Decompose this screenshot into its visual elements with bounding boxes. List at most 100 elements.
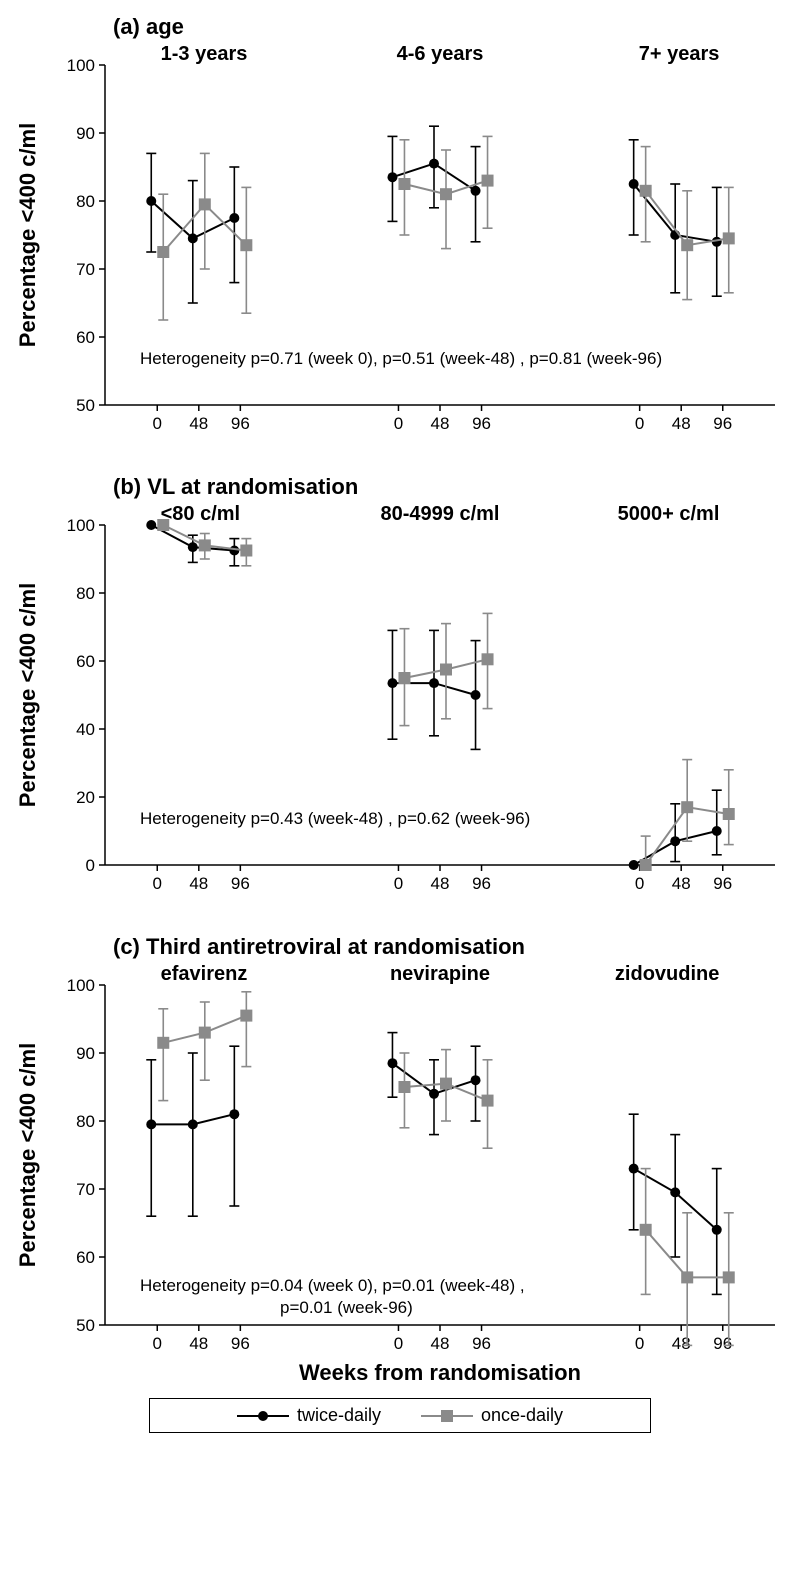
marker-circle	[188, 233, 198, 243]
marker-square	[398, 672, 410, 684]
y-tick-label: 100	[67, 976, 95, 995]
marker-square	[199, 1027, 211, 1039]
panel-title: (c) Third antiretroviral at randomisatio…	[113, 934, 525, 959]
y-tick-label: 60	[76, 1248, 95, 1267]
y-tick-label: 100	[67, 516, 95, 535]
heterogeneity-note: Heterogeneity p=0.71 (week 0), p=0.51 (w…	[140, 349, 662, 368]
marker-circle	[229, 1109, 239, 1119]
marker-circle	[188, 542, 198, 552]
x-tick-label: 0	[394, 1334, 403, 1353]
y-axis-label: Percentage <400 c/ml	[15, 583, 40, 807]
marker-circle	[429, 678, 439, 688]
marker-circle	[471, 690, 481, 700]
y-tick-label: 80	[76, 192, 95, 211]
marker-square	[440, 664, 452, 676]
subgroup-label: efavirenz	[161, 963, 248, 985]
marker-circle	[670, 1187, 680, 1197]
panel-wrapper-a: 5060708090100Percentage <400 c/ml0489604…	[10, 10, 790, 470]
marker-square	[199, 198, 211, 210]
subgroup-label: nevirapine	[390, 963, 490, 985]
marker-square	[440, 1078, 452, 1090]
marker-square	[640, 859, 652, 871]
legend: twice-daily once-daily	[149, 1398, 651, 1433]
legend-swatch-twice	[237, 1406, 289, 1426]
y-tick-label: 0	[86, 856, 95, 875]
x-tick-label: 48	[431, 874, 450, 893]
y-axis-label: Percentage <400 c/ml	[15, 1043, 40, 1267]
y-tick-label: 90	[76, 124, 95, 143]
legend-item-once-daily: once-daily	[421, 1405, 563, 1426]
x-tick-label: 96	[231, 874, 250, 893]
marker-square	[681, 801, 693, 813]
marker-circle	[146, 520, 156, 530]
x-tick-label: 48	[189, 414, 208, 433]
x-tick-label: 48	[672, 874, 691, 893]
x-tick-label: 48	[431, 1334, 450, 1353]
marker-square	[482, 175, 494, 187]
subgroup-label: 80-4999 c/ml	[381, 503, 500, 525]
panel-c: 5060708090100Percentage <400 c/ml0489604…	[10, 930, 790, 1390]
marker-circle	[471, 186, 481, 196]
marker-square	[157, 1037, 169, 1049]
x-tick-label: 48	[672, 414, 691, 433]
panel-wrapper-c: 5060708090100Percentage <400 c/ml0489604…	[10, 930, 790, 1390]
legend-label: twice-daily	[297, 1405, 381, 1426]
x-tick-label: 0	[635, 414, 644, 433]
marker-circle	[429, 1089, 439, 1099]
x-tick-label: 96	[713, 874, 732, 893]
subgroup-label: 7+ years	[639, 43, 720, 65]
subgroup-label: 4-6 years	[397, 43, 484, 65]
marker-circle	[229, 546, 239, 556]
y-tick-label: 60	[76, 652, 95, 671]
marker-square	[199, 539, 211, 551]
x-tick-label: 48	[189, 874, 208, 893]
marker-square	[681, 1271, 693, 1283]
x-axis-label: Weeks from randomisation	[299, 1360, 581, 1385]
marker-circle	[387, 678, 397, 688]
x-tick-label: 48	[189, 1334, 208, 1353]
y-tick-label: 50	[76, 1316, 95, 1335]
panel-wrapper-b: 020406080100Percentage <400 c/ml04896048…	[10, 470, 790, 930]
y-tick-label: 100	[67, 56, 95, 75]
marker-square	[681, 239, 693, 251]
marker-square	[640, 1224, 652, 1236]
marker-square	[723, 1271, 735, 1283]
panel-title: (b) VL at randomisation	[113, 474, 358, 499]
marker-circle	[629, 179, 639, 189]
y-tick-label: 50	[76, 396, 95, 415]
y-tick-label: 70	[76, 260, 95, 279]
marker-square	[398, 178, 410, 190]
marker-circle	[146, 196, 156, 206]
x-tick-label: 96	[231, 414, 250, 433]
marker-circle	[146, 1119, 156, 1129]
x-tick-label: 0	[153, 414, 162, 433]
marker-square	[482, 1095, 494, 1107]
heterogeneity-note-2: p=0.01 (week-96)	[280, 1298, 413, 1317]
x-tick-label: 96	[231, 1334, 250, 1353]
marker-circle	[387, 1058, 397, 1068]
x-tick-label: 0	[153, 1334, 162, 1353]
y-tick-label: 20	[76, 788, 95, 807]
marker-circle	[712, 826, 722, 836]
marker-circle	[229, 213, 239, 223]
marker-square	[440, 188, 452, 200]
x-tick-label: 96	[472, 414, 491, 433]
marker-circle	[471, 1075, 481, 1085]
legend-label: once-daily	[481, 1405, 563, 1426]
marker-circle	[629, 1164, 639, 1174]
marker-square	[482, 653, 494, 665]
legend-item-twice-daily: twice-daily	[237, 1405, 381, 1426]
figure: 50 60 70 80 90 100 Percentage <400 c/ml 0 48 96 0 4…	[10, 10, 790, 1433]
panel-title: (a) age	[113, 14, 184, 39]
x-tick-label: 48	[431, 414, 450, 433]
marker-square	[240, 1010, 252, 1022]
x-tick-label: 96	[472, 874, 491, 893]
y-tick-label: 90	[76, 1044, 95, 1063]
heterogeneity-note: Heterogeneity p=0.04 (week 0), p=0.01 (w…	[140, 1276, 525, 1295]
y-axis-label: Percentage <400 c/ml	[15, 123, 40, 347]
y-tick-label: 70	[76, 1180, 95, 1199]
y-tick-label: 40	[76, 720, 95, 739]
x-tick-label: 0	[394, 414, 403, 433]
panel-b: 020406080100Percentage <400 c/ml04896048…	[10, 470, 790, 930]
x-tick-label: 0	[153, 874, 162, 893]
